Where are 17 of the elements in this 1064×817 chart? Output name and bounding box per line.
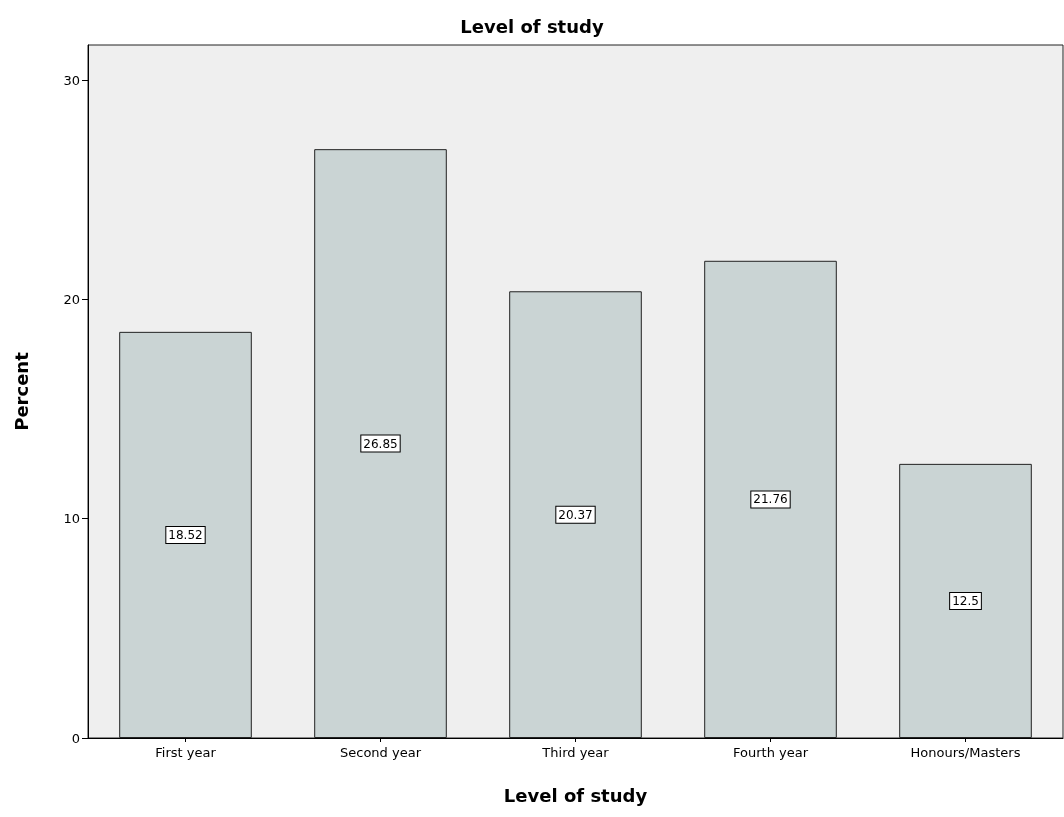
data-label: 18.52 — [168, 527, 203, 542]
x-tick-label: Honours/Masters — [910, 745, 1021, 760]
x-tick-label: Third year — [541, 745, 610, 760]
data-label: 12.5 — [952, 593, 979, 608]
data-label: 26.85 — [363, 436, 398, 451]
chart-title: Level of study — [460, 15, 604, 37]
x-tick-label: Fourth year — [732, 745, 809, 760]
y-tick-label: 20 — [63, 291, 80, 307]
y-axis-title: Percent — [10, 351, 32, 431]
y-tick-label: 30 — [63, 72, 80, 88]
x-tick-label: First year — [155, 745, 217, 760]
data-label: 20.37 — [558, 507, 593, 522]
data-label: 21.76 — [753, 492, 788, 507]
y-tick-label: 10 — [63, 511, 80, 527]
x-tick-label: Second year — [340, 745, 422, 760]
y-tick-label: 0 — [71, 730, 80, 746]
x-axis-title: Level of study — [503, 784, 648, 806]
